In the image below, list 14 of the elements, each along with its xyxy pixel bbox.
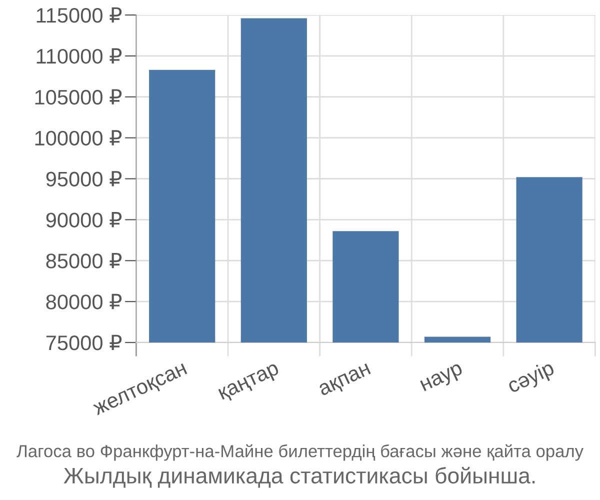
x-tick-label: ақпан — [318, 363, 373, 400]
text: Лагоса во Франкфурт-на-Майне билеттердің бағасы және қайта оралу — [16, 444, 584, 461]
y-tick-label: 100000 ₽ — [35, 130, 122, 146]
y-tick-label: 75000 ₽ — [46, 334, 122, 350]
text: Жылдық динамикада статистикасы бойынша. — [64, 466, 535, 488]
y-tick-label: 85000 ₽ — [46, 252, 122, 268]
x-tick-label: наур — [420, 363, 465, 396]
y-tick-label: 80000 ₽ — [46, 294, 122, 310]
y-tick-label: 90000 ₽ — [46, 212, 122, 228]
y-tick-label: 105000 ₽ — [35, 89, 122, 105]
y-tick-label: 110000 ₽ — [36, 48, 122, 64]
y-tick-label: 95000 ₽ — [46, 171, 122, 187]
y-tick-label: 115000 ₽ — [36, 7, 122, 23]
x-tick-label: сәуір — [506, 360, 557, 397]
